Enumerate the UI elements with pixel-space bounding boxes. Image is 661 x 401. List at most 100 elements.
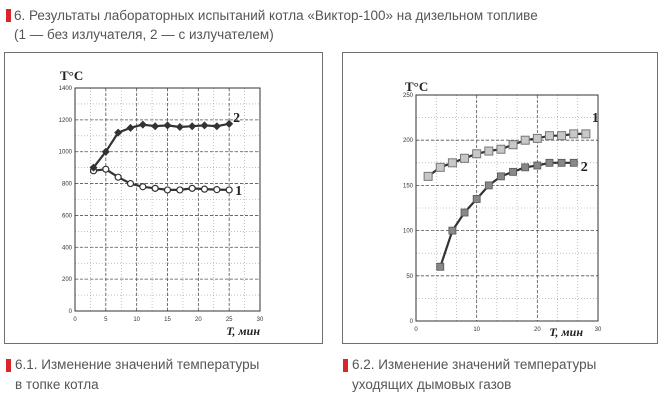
series-1-point [435, 162, 445, 172]
series-2-point [151, 122, 160, 131]
series-1-point [200, 185, 209, 193]
y-tick-label: 0 [69, 309, 73, 315]
chart-panel-2: 0 10 20 30 0 50 100 150 200 250 T°C T, мин 1 2 [342, 52, 658, 344]
series-2-point [509, 167, 517, 176]
y-tick-label: 50 [406, 274, 413, 280]
series-2-point [126, 123, 135, 132]
series-1-point [151, 184, 159, 192]
y-tick-label: 1200 [59, 118, 73, 124]
series-1-point [496, 144, 506, 154]
caption-1-line-1: 6.1. Изменение значений температуры [15, 357, 260, 372]
y-tick-label: 100 [403, 229, 414, 235]
x-axis-label: T, мин [549, 325, 583, 339]
x-tick-label: 0 [414, 327, 418, 333]
series-1-point [508, 140, 518, 150]
series-1-point [472, 149, 482, 159]
y-tick-label: 200 [62, 277, 73, 283]
series-1-point [544, 131, 554, 141]
x-tick-label: 10 [473, 327, 480, 333]
series-1-point [520, 135, 530, 145]
series-2-point [89, 163, 98, 172]
series-2-point [138, 120, 147, 129]
series-2-point [569, 158, 578, 167]
caption-2-line-1: 6.2. Изменение значений температуры [352, 357, 597, 372]
figure-heading: 6. Результаты лабораторных испытаний кот… [6, 6, 654, 44]
y-tick-label: 400 [62, 245, 73, 251]
series-2-point [114, 128, 123, 137]
chart-panel-1: 0 5 10 15 20 25 30 0 200 400 600 800 1000 1200 1400 T°C… [4, 52, 323, 344]
series-1-point [139, 183, 147, 191]
caption-2-marker [343, 359, 348, 372]
x-tick-label: 30 [595, 327, 602, 333]
series-2-point [188, 122, 197, 131]
y-tick-label: 250 [403, 93, 414, 99]
plot-frame [415, 94, 599, 322]
series-1-point [484, 146, 494, 156]
x-tick-label: 30 [257, 317, 264, 323]
heading-line-1: 6. Результаты лабораторных испытаний кот… [14, 8, 538, 23]
series-2-point [212, 122, 221, 131]
y-tick-label: 600 [62, 213, 73, 219]
series-2-point [175, 123, 184, 132]
series-1-point [188, 184, 196, 192]
series-1-point [569, 129, 579, 139]
x-axis-label: T, мин [226, 324, 260, 338]
plot-frame [74, 87, 261, 312]
heading-line-2: (1 — без излучателя, 2 — с излучателем) [14, 27, 274, 42]
series-2-point [460, 208, 469, 217]
series-2-line [439, 161, 575, 268]
series-1-label: 1 [592, 111, 599, 126]
series-1-point [126, 179, 135, 188]
caption-2: 6.2. Изменение значений температуры уход… [343, 355, 661, 395]
series-1-point [163, 186, 172, 194]
x-tick-label: 25 [226, 317, 233, 323]
y-axis-label: T°C [60, 68, 83, 83]
series-1-point [225, 186, 233, 194]
caption-2-line-2: уходящих дымовых газов [352, 377, 512, 392]
chart-1: 0 5 10 15 20 25 30 0 200 400 600 800 1000 1200 1400 T°C… [59, 68, 264, 338]
x-tick-label: 0 [73, 317, 77, 323]
y-axis-label: T°C [405, 79, 428, 94]
x-tick-label: 20 [534, 327, 541, 333]
series-2-label: 2 [233, 111, 240, 126]
series-2-point [436, 262, 445, 271]
caption-1-line-2: в топке котла [15, 377, 99, 392]
series-1-point [532, 133, 542, 143]
series-2-point [545, 158, 554, 167]
series-2-point [472, 195, 481, 203]
heading-marker [6, 9, 11, 22]
series-1-point [213, 186, 221, 194]
x-tick-label: 20 [195, 317, 202, 323]
series-2-point [484, 181, 493, 190]
y-tick-label: 800 [62, 182, 73, 188]
series-1-point [176, 186, 184, 194]
y-tick-label: 1000 [59, 150, 73, 156]
series-2-point [448, 226, 457, 235]
series-2-point [521, 163, 530, 172]
caption-1: 6.1. Изменение значений температуры в то… [6, 355, 326, 395]
series-1-point [447, 158, 457, 168]
series-2-point [497, 172, 505, 181]
x-tick-label: 15 [164, 317, 171, 323]
series-1-point [114, 173, 122, 181]
series-1-label: 1 [235, 184, 242, 199]
y-tick-label: 200 [403, 138, 414, 144]
caption-1-marker [6, 359, 11, 372]
series-1-point [557, 131, 567, 141]
series-2-point [200, 121, 209, 130]
series-2-point [225, 119, 234, 128]
x-tick-label: 10 [133, 317, 140, 323]
y-tick-label: 1400 [59, 86, 73, 92]
series-2-point [101, 147, 110, 156]
series-2-line [92, 122, 231, 169]
series-1-point [102, 165, 110, 173]
series-2-point [533, 161, 542, 170]
series-1-line [92, 168, 231, 191]
series-2-point [557, 158, 566, 167]
x-tick-label: 5 [104, 317, 108, 323]
series-1-point [460, 153, 470, 163]
y-tick-label: 0 [410, 319, 414, 325]
series-2-point [163, 121, 172, 130]
series-2-label: 2 [581, 160, 588, 175]
